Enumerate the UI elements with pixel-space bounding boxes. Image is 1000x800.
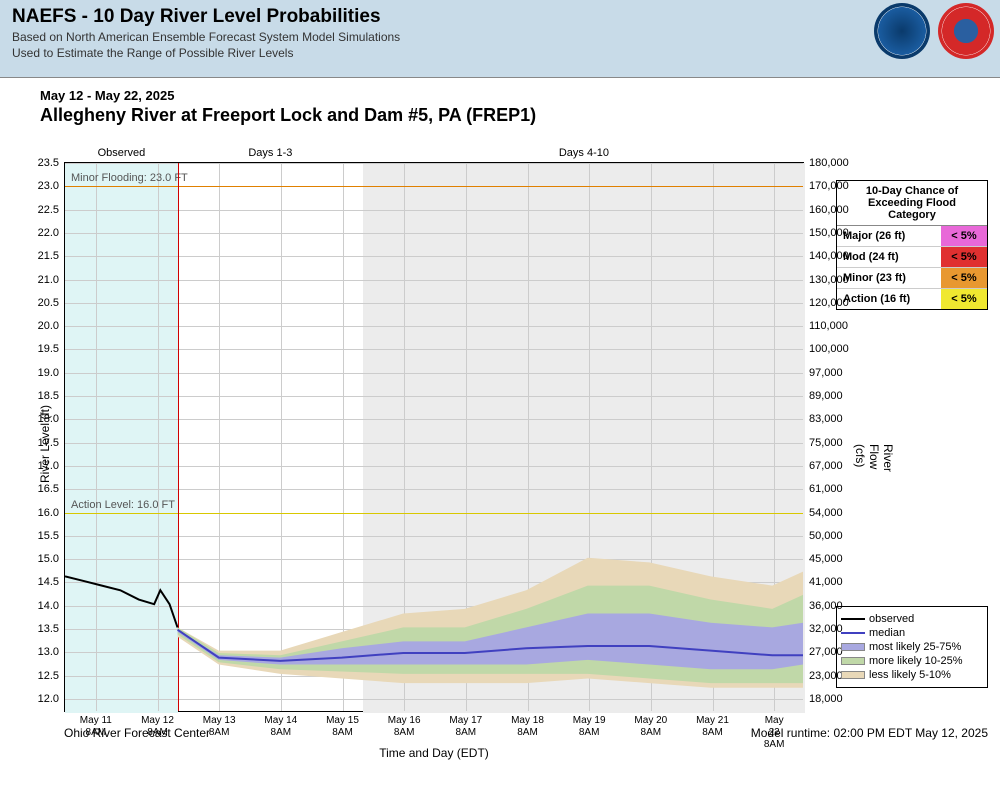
region-label: Observed [81, 147, 161, 159]
legend-item: less likely 5-10% [841, 669, 983, 681]
y-tick-label: 13.5 [38, 623, 59, 635]
y2-tick-label: 41,000 [809, 576, 843, 588]
y2-tick-label: 50,000 [809, 530, 843, 542]
forecast-dates: May 12 - May 22, 2025 [40, 88, 1000, 103]
model-runtime: Model runtime: 02:00 PM EDT May 12, 2025 [0, 726, 988, 740]
chart-legend: observed median most likely 25-75% more lik… [836, 606, 988, 688]
flood-category-row: Major (26 ft)< 5% [837, 226, 987, 247]
flood-table-title: 10-Day Chance of Exceeding Flood Categor… [837, 181, 987, 226]
region-label: Days 4-10 [544, 147, 624, 159]
plot-background: ObservedDays 1-3Days 4-1012.018,00012.52… [64, 162, 804, 712]
page-title: NAEFS - 10 Day River Level Probabilities [12, 6, 988, 28]
y-tick-label: 23.5 [38, 157, 59, 169]
header-subtitle-2: Used to Estimate the Range of Possible R… [12, 46, 988, 60]
y-tick-label: 16.0 [38, 507, 59, 519]
legend-item: most likely 25-75% [841, 641, 983, 653]
y2-tick-label: 180,000 [809, 157, 849, 169]
y2-tick-label: 75,000 [809, 437, 843, 449]
flood-category-table: 10-Day Chance of Exceeding Flood Categor… [836, 180, 988, 310]
y-tick-label: 18.5 [38, 390, 59, 402]
y-tick-label: 22.0 [38, 227, 59, 239]
y-tick-label: 22.5 [38, 204, 59, 216]
y-tick-label: 12.5 [38, 670, 59, 682]
flood-category-row: Minor (23 ft)< 5% [837, 268, 987, 289]
y2-tick-label: 83,000 [809, 413, 843, 425]
series-svg [65, 163, 803, 711]
y2-tick-label: 45,000 [809, 553, 843, 565]
y2-tick-label: 97,000 [809, 367, 843, 379]
noaa-logo-icon [874, 3, 930, 59]
y-tick-label: 12.0 [38, 693, 59, 705]
y-tick-label: 13.0 [38, 646, 59, 658]
y2-tick-label: 100,000 [809, 343, 849, 355]
legend-item: median [841, 627, 983, 639]
y-tick-label: 16.5 [38, 483, 59, 495]
y2-tick-label: 110,000 [809, 320, 848, 332]
y-tick-label: 15.0 [38, 553, 59, 565]
y2-tick-label: 54,000 [809, 507, 843, 519]
legend-item: observed [841, 613, 983, 625]
subheader: May 12 - May 22, 2025 Allegheny River at… [0, 78, 1000, 130]
y-tick-label: 14.0 [38, 600, 59, 612]
region-label: Days 1-3 [230, 147, 310, 159]
chart-area: ObservedDays 1-3Days 4-1012.018,00012.52… [64, 162, 804, 712]
legend-item: more likely 10-25% [841, 655, 983, 667]
y-tick-label: 19.0 [38, 367, 59, 379]
y2-tick-label: 18,000 [809, 693, 843, 705]
y-axis-label: River Level (ft) [38, 405, 52, 483]
flood-category-row: Mod (24 ft)< 5% [837, 247, 987, 268]
y2-axis-label: River Flow (cfs) [853, 444, 895, 472]
y2-tick-label: 89,000 [809, 390, 843, 402]
y2-tick-label: 61,000 [809, 483, 843, 495]
y-tick-label: 20.5 [38, 297, 59, 309]
y-tick-label: 19.5 [38, 343, 59, 355]
y-tick-label: 21.5 [38, 250, 59, 262]
y-tick-label: 20.0 [38, 320, 59, 332]
header-subtitle-1: Based on North American Ensemble Forecas… [12, 30, 988, 44]
flood-category-row: Action (16 ft)< 5% [837, 289, 987, 309]
x-axis-label: Time and Day (EDT) [64, 746, 804, 760]
location-title: Allegheny River at Freeport Lock and Dam… [40, 105, 1000, 126]
y2-tick-label: 67,000 [809, 460, 843, 472]
y-tick-label: 15.5 [38, 530, 59, 542]
y-tick-label: 21.0 [38, 274, 59, 286]
y-tick-label: 23.0 [38, 180, 59, 192]
header-banner: NAEFS - 10 Day River Level Probabilities… [0, 0, 1000, 78]
nws-logo-icon [938, 3, 994, 59]
y-tick-label: 14.5 [38, 576, 59, 588]
